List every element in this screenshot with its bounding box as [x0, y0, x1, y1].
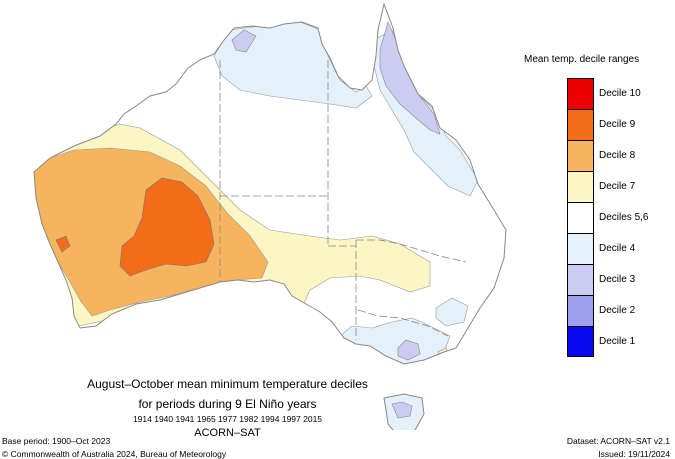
map-title: August–October mean minimum temperature … — [87, 377, 368, 391]
legend-item: Decile 4 — [567, 233, 672, 264]
map-subtitle: for periods during 9 El Niño years — [138, 397, 317, 411]
legend-item: Decile 3 — [567, 264, 672, 295]
legend-item: Decile 10 — [567, 78, 672, 109]
legend-label: Decile 1 — [599, 336, 636, 347]
issued-date: Issued: 19/11/2024 — [598, 449, 670, 459]
legend-item: Decile 7 — [567, 171, 672, 202]
region-decile-3-victoria — [397, 339, 421, 361]
legend: Decile 10 Decile 9 Decile 8 Decile 7 Deciles… — [567, 78, 672, 357]
legend-item: Decile 8 — [567, 140, 672, 171]
legend-swatch — [567, 202, 594, 233]
copyright: © Commonwealth of Australia 2024, Bureau… — [2, 449, 227, 459]
legend-item: Deciles 5,6 — [567, 202, 672, 233]
legend-label: Decile 3 — [599, 274, 636, 285]
legend-swatch — [567, 140, 594, 171]
legend-swatch — [567, 264, 594, 295]
el-nino-years: 1914 1940 1941 1965 1977 1982 1994 1997 … — [132, 414, 323, 424]
legend-label: Decile 2 — [599, 305, 636, 316]
legend-item: Decile 1 — [567, 326, 672, 357]
legend-swatch — [567, 295, 594, 326]
legend-title: Mean temp. decile ranges — [524, 54, 640, 65]
legend-swatch — [567, 109, 594, 140]
region-decile-3-tasmania — [391, 401, 413, 419]
state-borders — [219, 60, 467, 340]
base-period: Base period: 1900–Oct 2023 — [2, 436, 111, 446]
australia-decile-map — [33, 3, 507, 430]
legend-label: Decile 7 — [599, 181, 636, 192]
dataset-version: Dataset: ACORN–SAT v2.1 — [566, 436, 670, 446]
legend-item: Decile 2 — [567, 295, 672, 326]
legend-swatch — [567, 326, 594, 357]
dataset-name: ACORN–SAT — [194, 427, 261, 439]
region-decile-4-nsw — [435, 297, 469, 327]
legend-label: Decile 10 — [599, 88, 641, 99]
legend-item: Decile 9 — [567, 109, 672, 140]
legend-swatch — [567, 233, 594, 264]
legend-swatch — [567, 78, 594, 109]
legend-swatch — [567, 171, 594, 202]
legend-label: Decile 8 — [599, 150, 636, 161]
region-decile-9 — [119, 177, 215, 277]
legend-label: Deciles 5,6 — [599, 212, 649, 223]
region-decile-3-topend — [231, 29, 257, 53]
legend-label: Decile 4 — [599, 243, 636, 254]
region-decile-9-west — [55, 235, 71, 253]
legend-label: Decile 9 — [599, 119, 636, 130]
